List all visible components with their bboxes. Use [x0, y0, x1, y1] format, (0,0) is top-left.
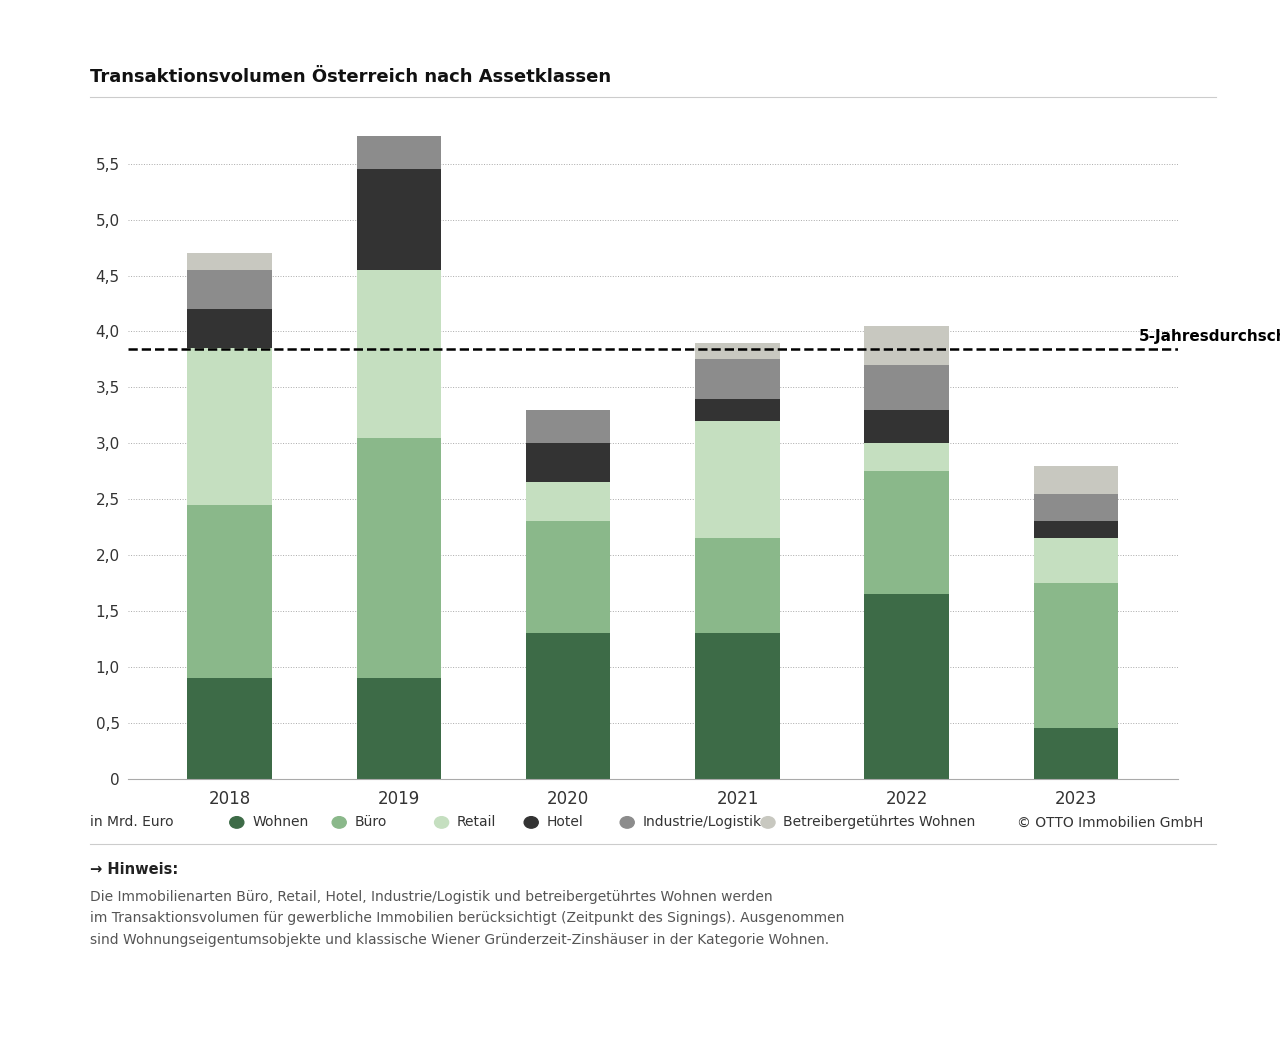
Text: in Mrd. Euro: in Mrd. Euro	[90, 815, 173, 830]
Bar	[357, 169, 442, 270]
Bar	[526, 521, 611, 633]
Bar	[695, 421, 780, 538]
Bar	[187, 270, 271, 309]
Bar	[187, 678, 271, 779]
Bar	[357, 63, 442, 114]
Bar	[1034, 466, 1119, 493]
Bar	[357, 438, 442, 678]
Text: Wohnen: Wohnen	[252, 815, 308, 830]
Bar	[1034, 583, 1119, 728]
Bar	[695, 538, 780, 633]
Bar	[187, 348, 271, 505]
Bar	[187, 309, 271, 348]
Text: → Hinweis:: → Hinweis:	[90, 862, 178, 877]
Bar	[357, 114, 442, 169]
Bar	[864, 365, 948, 410]
Bar	[695, 633, 780, 779]
Bar	[187, 253, 271, 270]
Bar	[1034, 521, 1119, 538]
Text: Betreibergetührtes Wohnen: Betreibergetührtes Wohnen	[783, 815, 975, 830]
Bar	[357, 270, 442, 438]
Text: Retail: Retail	[457, 815, 497, 830]
Text: © OTTO Immobilien GmbH: © OTTO Immobilien GmbH	[1016, 815, 1203, 830]
Bar	[864, 326, 948, 365]
Bar	[526, 410, 611, 443]
Bar	[864, 471, 948, 595]
Bar	[1034, 728, 1119, 779]
Bar	[187, 505, 271, 678]
Bar	[864, 410, 948, 443]
Bar	[1034, 493, 1119, 521]
Bar	[526, 483, 611, 521]
Bar	[526, 443, 611, 483]
Bar	[864, 443, 948, 471]
Text: Die Immobilienarten Büro, Retail, Hotel, Industrie/Logistik und betreibergetührt: Die Immobilienarten Büro, Retail, Hotel,…	[90, 890, 844, 947]
Bar	[864, 595, 948, 779]
Bar	[695, 359, 780, 398]
Bar	[1034, 538, 1119, 583]
Bar	[695, 398, 780, 421]
Text: 5-Jahresdurchschnitt: 5-Jahresdurchschnitt	[1139, 329, 1280, 344]
Bar	[695, 343, 780, 359]
Text: Hotel: Hotel	[547, 815, 584, 830]
Text: Büro: Büro	[355, 815, 387, 830]
Text: Transaktionsvolumen Österreich nach Assetklassen: Transaktionsvolumen Österreich nach Asse…	[90, 68, 611, 86]
Bar	[526, 633, 611, 779]
Bar	[357, 678, 442, 779]
Text: Industrie/Logistik: Industrie/Logistik	[643, 815, 762, 830]
